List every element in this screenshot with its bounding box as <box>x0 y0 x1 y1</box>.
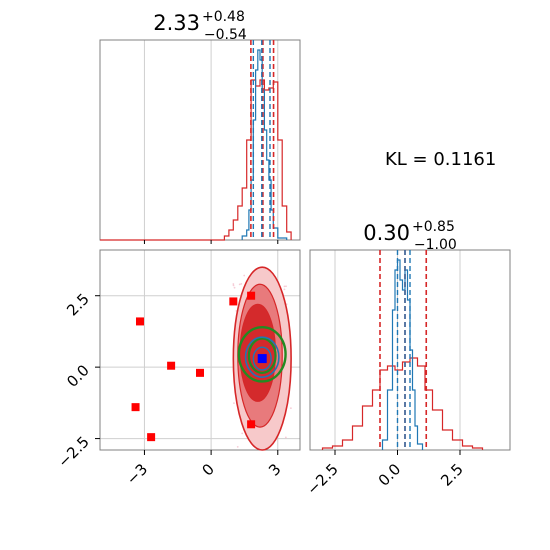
green-contour-inner <box>247 337 277 374</box>
top-left-title-lower: −0.54 <box>204 27 247 43</box>
scatter-sample-point <box>285 285 287 288</box>
blue-contour-inner <box>252 346 272 371</box>
scatter-sample-point <box>240 282 243 285</box>
scatter-xtick-label: −3 <box>123 460 151 488</box>
kl-divergence-text: KL = 0.1161 <box>385 149 496 170</box>
green-contour-outer <box>237 325 287 383</box>
scatter-sample-point <box>289 407 292 410</box>
scatter-sample-point <box>233 402 235 405</box>
red-square-marker <box>136 317 144 326</box>
blue-square-marker <box>257 354 267 364</box>
red-square-marker <box>167 361 176 370</box>
scatter-sample-point <box>284 436 287 439</box>
red-square-marker <box>196 368 204 377</box>
scatter-sample-point <box>233 286 236 289</box>
scatter-sample-point <box>283 288 286 291</box>
bottom-right-panel-title: 0.30 +0.85 −1.00 <box>363 219 457 253</box>
bottom-right-xtick-label: 0.0 <box>375 460 405 490</box>
top-left-histogram-panel: 2.33 +0.48 −0.54 <box>99 9 301 244</box>
bottom-right-title-lower: −1.00 <box>414 237 457 253</box>
top-left-title-value: 2.33 <box>153 11 200 35</box>
bottom-right-xtick-label: 2.5 <box>437 460 467 490</box>
bottom-right-title-value: 0.30 <box>363 221 410 245</box>
bottom-right-histogram-series-red <box>321 357 484 450</box>
top-left-panel-title: 2.33 +0.48 −0.54 <box>153 9 247 43</box>
red-square-marker <box>147 433 156 442</box>
scatter-sample-point <box>232 284 235 287</box>
blue-contour-outer <box>244 336 280 378</box>
red-square-marker <box>131 403 140 412</box>
scatter-xtick-label: 0 <box>198 460 217 479</box>
bottom-left-panel-frame <box>99 249 301 451</box>
bottom-left-scatter-panel: −3 0 3 −2.5 0.0 2.5 <box>54 249 301 488</box>
top-left-histogram-series-blue <box>241 49 288 240</box>
scatter-sample-point <box>283 285 286 288</box>
scatter-sample-point <box>241 432 244 435</box>
scatter-sample-point <box>243 274 246 277</box>
red-square-marker <box>247 291 256 300</box>
scatter-ytick-label: −2.5 <box>54 433 92 471</box>
scatter-ytick-label: 0.0 <box>63 361 93 391</box>
scatter-sample-point <box>232 283 235 285</box>
top-left-title-upper: +0.48 <box>202 9 245 25</box>
bottom-right-xtick-label: −2.5 <box>303 460 341 498</box>
bottom-right-histogram-panel: 0.30 +0.85 −1.00 −2.5 0.0 2.5 <box>303 219 511 499</box>
scatter-sample-point <box>238 283 241 286</box>
bottom-right-histogram-series-blue <box>381 259 424 450</box>
red-square-marker <box>229 297 238 306</box>
bottom-right-title-upper: +0.85 <box>412 219 455 235</box>
scatter-ytick-label: 2.5 <box>63 290 93 320</box>
scatter-sample-point <box>236 445 239 448</box>
scatter-xtick-label: 3 <box>265 460 284 479</box>
red-square-marker <box>247 420 256 429</box>
